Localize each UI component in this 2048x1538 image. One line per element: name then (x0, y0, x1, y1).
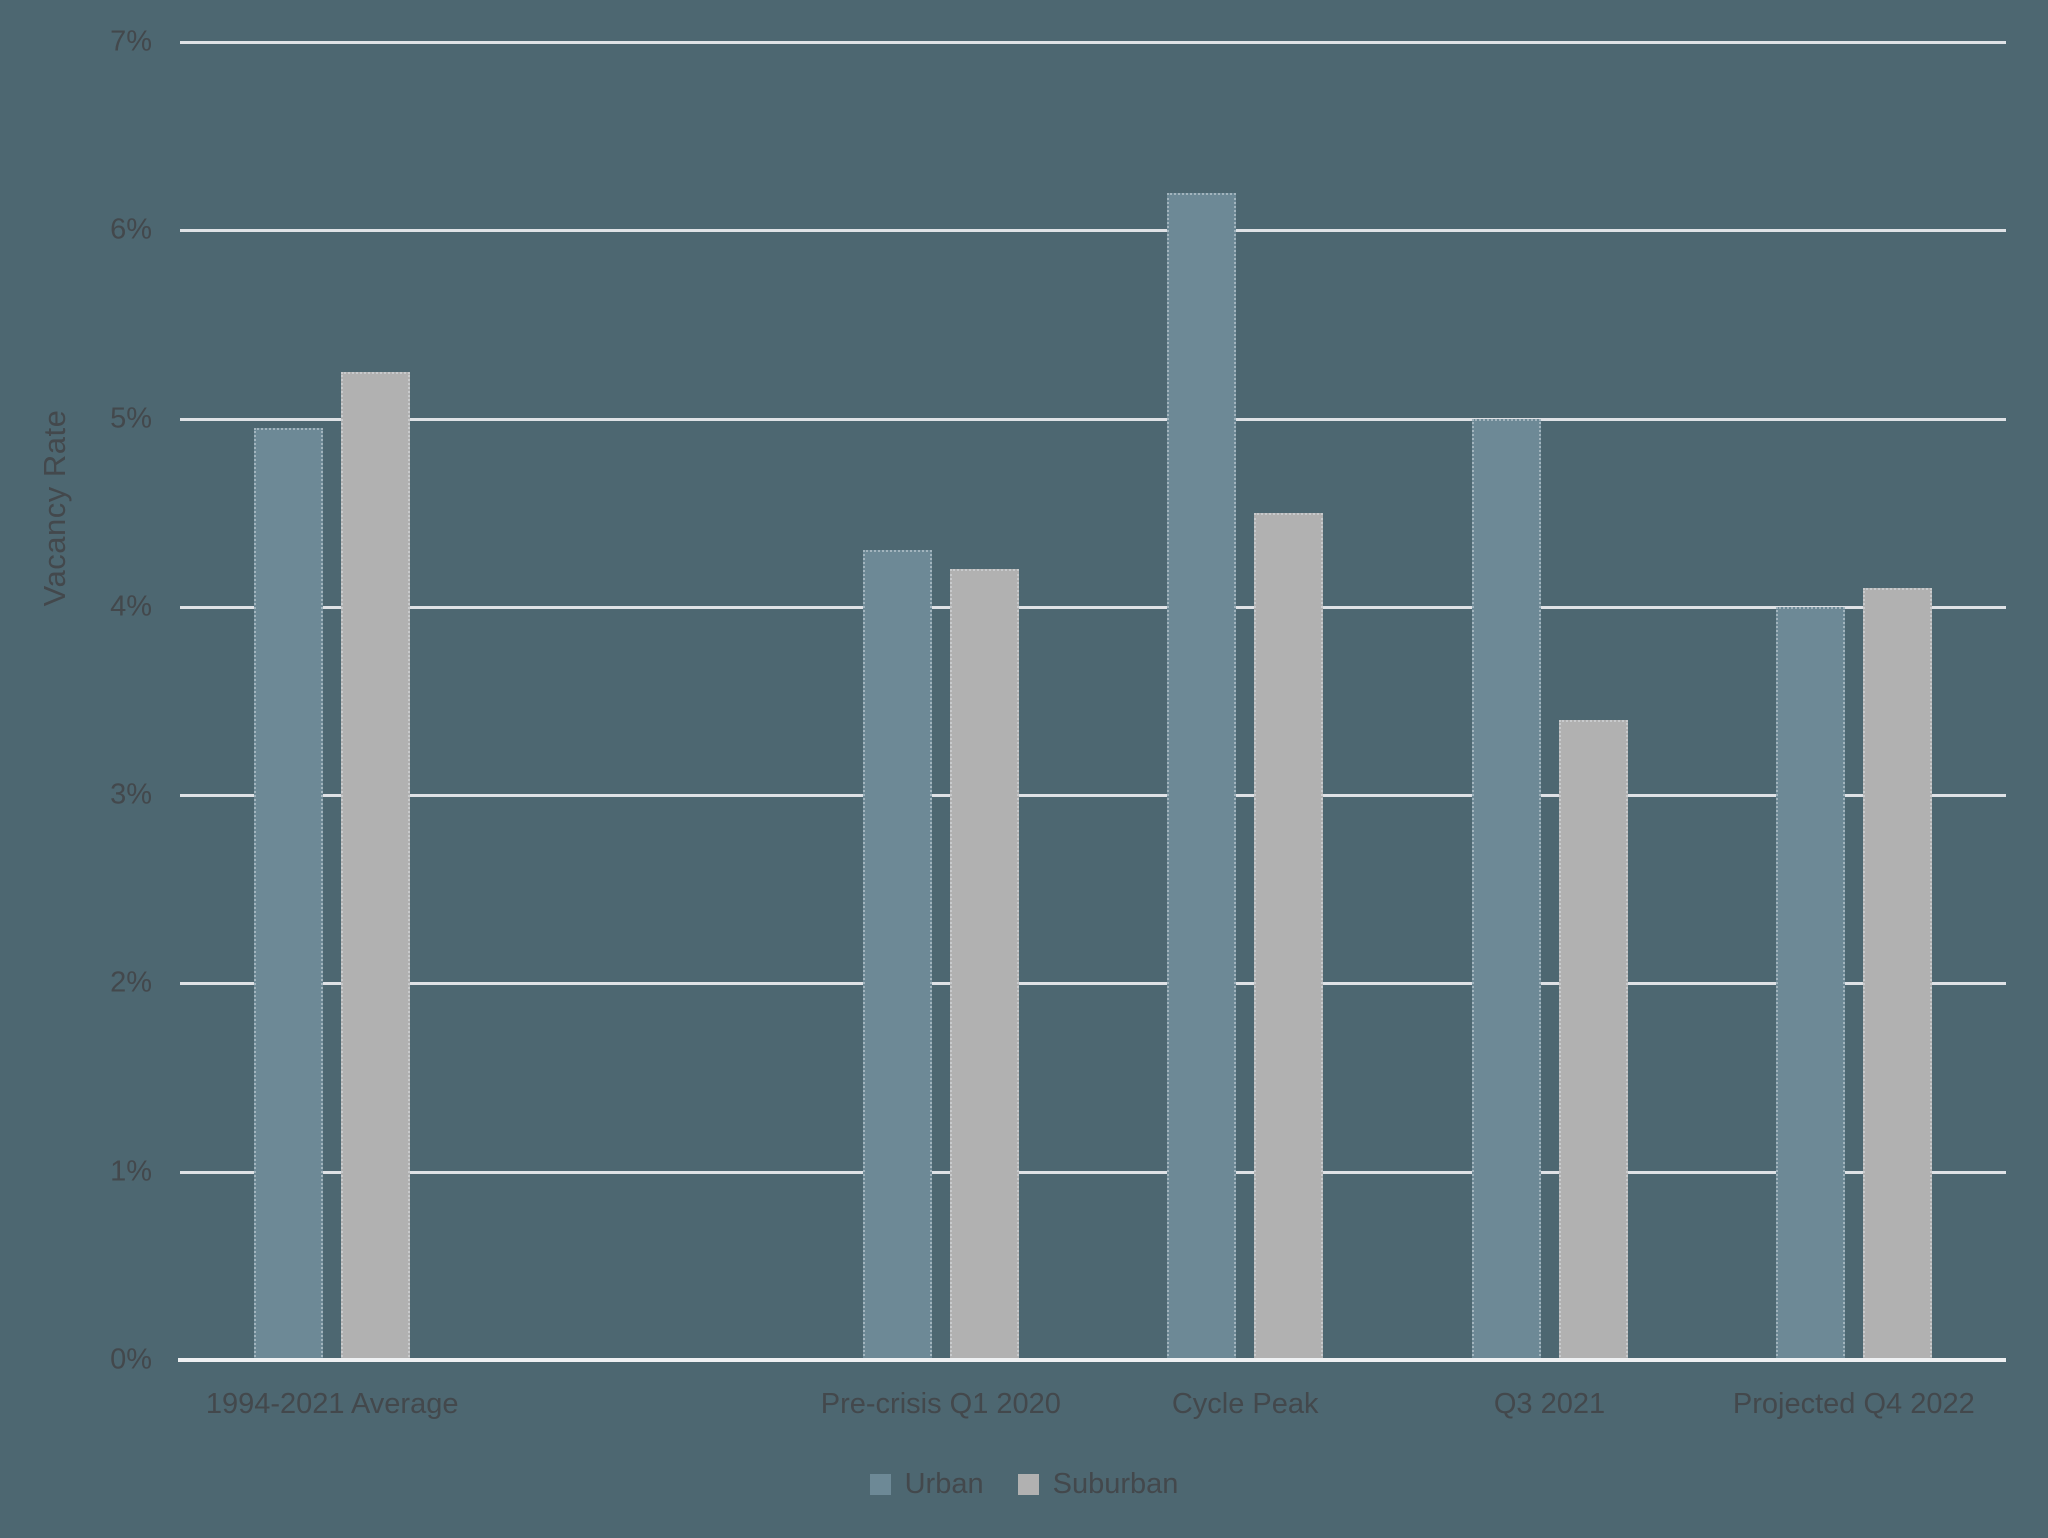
bar-urban (1167, 192, 1237, 1360)
bar-suburban (1558, 719, 1628, 1360)
y-tick-label: 5% (110, 402, 152, 435)
legend-label: Urban (904, 1468, 984, 1500)
y-tick-label: 1% (110, 1155, 152, 1188)
x-axis-label: 1994-2021 Average (205, 1388, 459, 1420)
x-axis-line (178, 1358, 2006, 1362)
gridline-4% (180, 605, 2006, 609)
bar-urban (254, 427, 324, 1360)
x-axis-label: Q3 2021 (1493, 1388, 1606, 1420)
bar-suburban (949, 569, 1019, 1360)
y-tick-label: 3% (110, 778, 152, 811)
y-tick-label: 0% (110, 1343, 152, 1376)
x-axis-label: Projected Q4 2022 (1732, 1388, 1975, 1420)
bar-suburban (1254, 512, 1324, 1360)
legend-swatch-urban (869, 1474, 891, 1495)
bar-urban (862, 550, 932, 1360)
x-axis-label: Cycle Peak (1171, 1388, 1319, 1420)
x-axis-label: Pre-crisis Q1 2020 (820, 1388, 1061, 1420)
y-tick-label: 7% (110, 25, 152, 58)
gridline-7% (180, 41, 2006, 44)
bar-urban (1775, 606, 1845, 1360)
legend-swatch-suburban (1017, 1474, 1039, 1495)
bar-suburban (341, 371, 411, 1360)
y-tick-label: 6% (110, 213, 152, 246)
y-axis-title: Vacancy Rate (37, 409, 72, 607)
gridline-2% (180, 982, 2006, 986)
legend-label: Suburban (1052, 1468, 1179, 1500)
bar-urban (1471, 418, 1541, 1360)
y-tick-label: 4% (110, 590, 152, 623)
y-tick-label: 2% (110, 966, 152, 999)
legend-item-suburban: Suburban (1017, 1468, 1179, 1501)
gridline-5% (180, 417, 2006, 421)
legend: Urban Suburban (0, 1468, 2048, 1501)
legend-item-urban: Urban (869, 1468, 984, 1501)
gridline-1% (180, 1170, 2006, 1174)
bar-suburban (1862, 588, 1932, 1360)
gridline-6% (180, 229, 2006, 233)
gridline-3% (180, 794, 2006, 798)
